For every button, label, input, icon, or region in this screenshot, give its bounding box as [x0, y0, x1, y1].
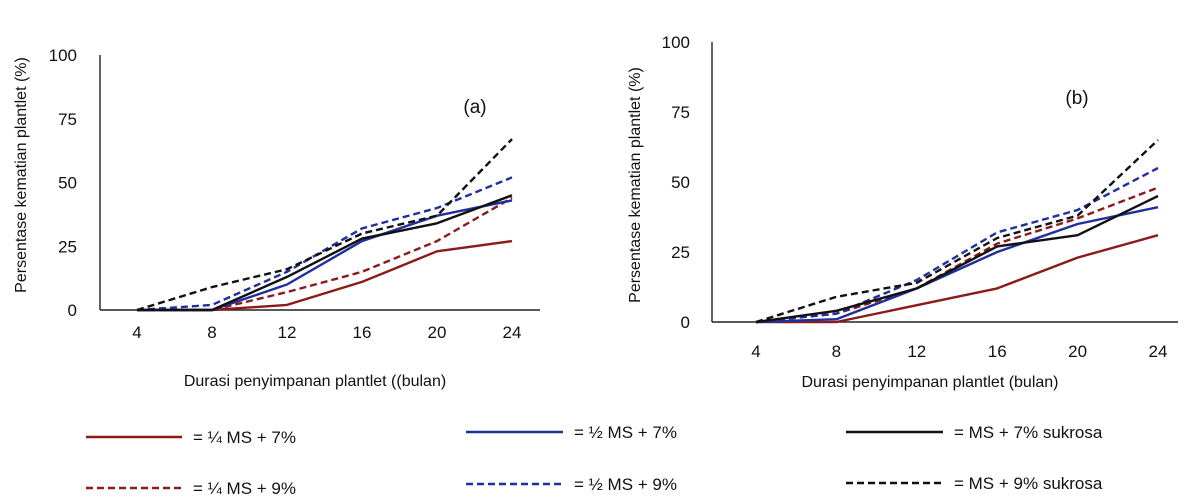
- series-lines: [755, 139, 1159, 324]
- chart-panel-b: (b) Durasi penyimpanan plantlet (bulan) …: [627, 33, 1178, 391]
- series-line-q7: [756, 234, 1159, 324]
- x-tick-label: 4: [751, 342, 760, 361]
- legend: = ¼ MS + 7% = ½ MS + 7% = MS + 7% sukrosa =…: [86, 423, 1103, 498]
- series-line-q9: [755, 186, 1159, 324]
- x-tick-label: 16: [988, 342, 1007, 361]
- x-tick-label: 20: [428, 323, 447, 342]
- y-tick-label: 75: [671, 103, 690, 122]
- x-tick-label: 20: [1068, 342, 1087, 361]
- y-tick-label: 50: [58, 174, 77, 193]
- x-tick-label: 12: [278, 323, 297, 342]
- series-line-f7: [755, 194, 1159, 324]
- y-tick-label: 25: [671, 243, 690, 262]
- x-tick-label: 12: [907, 342, 926, 361]
- panel-label: (b): [1065, 88, 1088, 109]
- legend-label-h9: = ½ MS + 9%: [574, 475, 677, 494]
- y-tick-label: 50: [671, 173, 690, 192]
- y-tick-label: 100: [662, 33, 690, 52]
- x-tick-label: 4: [132, 323, 141, 342]
- y-tick-label: 75: [58, 110, 77, 129]
- y-tick-labels: 0 25 50 75 100: [49, 46, 77, 320]
- chart-panel-a: (a) Durasi penyimpanan plantlet ((bulan)…: [13, 46, 540, 390]
- x-tick-label: 8: [832, 342, 841, 361]
- y-tick-label: 100: [49, 46, 77, 65]
- series-lines: [136, 138, 513, 312]
- x-axis-title: Durasi penyimpanan plantlet ((bulan): [184, 373, 446, 390]
- y-axis-title: Persentase kematian plantlet (%): [13, 57, 30, 293]
- legend-label-f7: = MS + 7% sukrosa: [954, 423, 1103, 442]
- series-line-h9: [755, 166, 1159, 324]
- legend-label-h7: = ½ MS + 7%: [574, 423, 677, 442]
- series-line-h7: [755, 206, 1159, 324]
- panel-label: (a): [463, 97, 486, 118]
- legend-label-f9: = MS + 9% sukrosa: [954, 474, 1103, 493]
- y-axis-title: Persentase kematian plantlet (%): [627, 67, 644, 303]
- y-tick-label: 25: [58, 237, 77, 256]
- x-tick-labels: 4 8 12 16 20 24: [751, 342, 1167, 361]
- series-line-f7: [137, 194, 513, 312]
- x-tick-label: 8: [207, 323, 216, 342]
- series-line-q9: [137, 196, 513, 312]
- y-tick-labels: 0 25 50 75 100: [662, 33, 690, 332]
- x-tick-label: 24: [503, 323, 522, 342]
- legend-label-q7: = ¼ MS + 7%: [193, 428, 296, 447]
- x-tick-label: 16: [353, 323, 372, 342]
- legend-label-q9: = ¼ MS + 9%: [193, 479, 296, 498]
- x-axis-title: Durasi penyimpanan plantlet (bulan): [801, 374, 1058, 391]
- y-tick-label: 0: [68, 301, 77, 320]
- series-line-f9: [755, 139, 1159, 324]
- y-tick-label: 0: [681, 313, 690, 332]
- x-tick-labels: 4 8 12 16 20 24: [132, 323, 521, 342]
- series-line-f9: [136, 138, 513, 312]
- x-tick-label: 24: [1149, 342, 1168, 361]
